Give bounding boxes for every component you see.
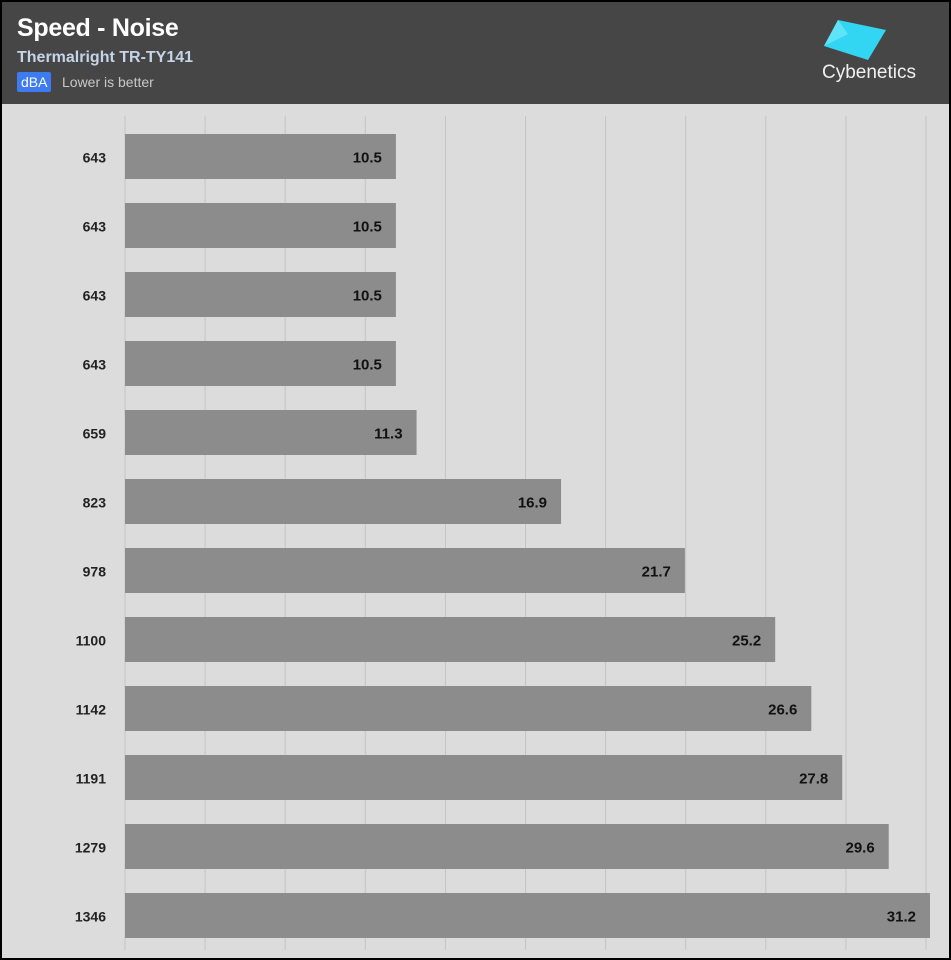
bar [125,548,685,593]
category-label: 1279 [75,840,106,856]
category-label: 659 [83,426,107,442]
category-label: 1100 [76,633,107,649]
unit-badge: dBA [17,72,52,92]
bar-value-label: 21.7 [642,564,671,581]
bar-value-label: 25.2 [732,633,761,650]
category-label: 1142 [76,702,107,718]
bar [125,893,930,938]
bar-chart: 10.5 643 10.5 643 10.5 643 10.5 643 11.3 659 16.9 8… [75,116,930,950]
chart-title: Speed - Noise [17,14,179,42]
bar-value-label: 31.2 [887,909,916,926]
bar-value-label: 11.3 [374,426,402,443]
bar [125,203,396,248]
bar-value-label: 10.5 [353,150,382,167]
category-label: 643 [83,219,107,235]
bar [125,341,396,386]
bar-value-label: 10.5 [353,288,382,305]
brand-logo: Cybenetics [818,18,928,88]
category-label: 978 [83,564,107,580]
category-label: 643 [83,357,107,373]
bar-value-label: 10.5 [353,219,382,236]
category-label: 1191 [76,771,107,787]
bar [125,410,417,455]
chart-subtitle: Thermalright TR-TY141 [17,49,194,66]
bar-value-label: 10.5 [353,357,382,374]
bar [125,824,889,869]
bar [125,686,812,731]
bar [125,617,776,662]
bar-value-label: 16.9 [518,495,547,512]
bar [125,479,562,524]
cybenetics-logo-icon [824,20,886,60]
chart-header: Speed - Noise Thermalright TR-TY141 dBA … [2,2,949,104]
bar [125,755,843,800]
category-label: 823 [83,495,107,511]
bar [125,272,396,317]
lower-is-better-note: Lower is better [62,74,154,90]
brand-name: Cybenetics [822,62,916,83]
bar-value-label: 26.6 [768,702,797,719]
bar-value-label: 29.6 [846,840,875,857]
category-label: 643 [83,150,107,166]
plot-area: 10.5 643 10.5 643 10.5 643 10.5 643 11.3 659 16.9 8… [2,104,949,958]
bar-value-label: 27.8 [799,771,828,788]
bar [125,134,396,179]
category-label: 1346 [75,909,106,925]
category-label: 643 [83,288,107,304]
